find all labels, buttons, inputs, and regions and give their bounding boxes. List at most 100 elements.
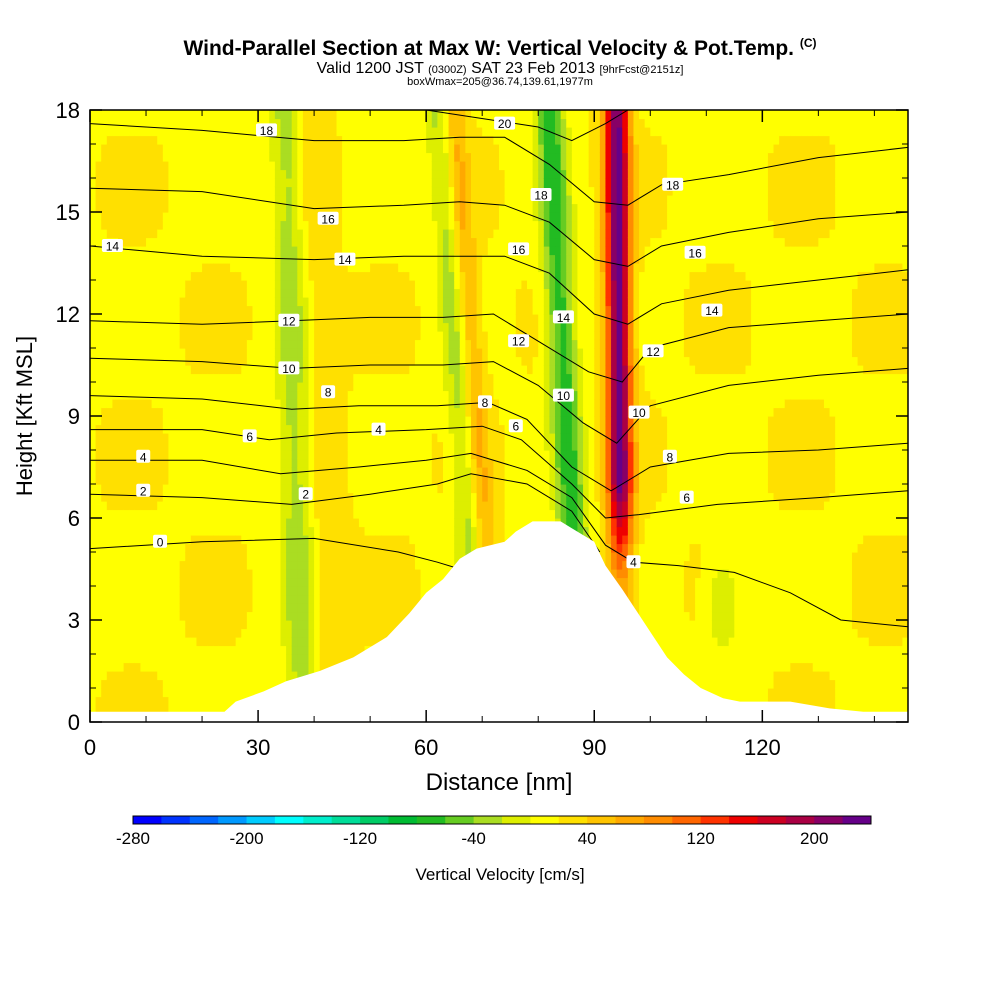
field-cell [196,543,203,553]
field-cell [342,543,349,553]
field-cell [118,110,125,120]
field-cell [185,195,192,205]
field-cell [370,356,377,366]
field-cell [196,441,203,451]
field-cell [297,475,304,485]
field-cell [101,297,108,307]
field-cell [258,441,265,451]
field-cell [202,450,209,460]
field-cell [179,705,186,715]
field-cell [218,662,226,672]
field-cell [269,263,276,273]
field-cell [90,110,97,120]
field-cell [101,212,108,222]
field-cell [420,390,427,400]
field-cell [426,331,433,341]
field-cell [442,229,450,239]
field-cell [398,356,405,366]
field-cell [392,110,399,120]
field-cell [151,433,158,443]
field-cell [420,475,427,485]
field-cell [426,399,433,409]
field-cell [403,399,410,409]
field-cell [353,212,360,222]
field-cell [426,535,433,545]
field-cell [308,501,315,511]
field-cell [106,288,114,298]
field-cell [297,671,304,681]
field-cell [134,186,142,196]
field-cell [280,467,287,477]
field-cell [151,254,158,264]
field-cell [325,229,332,239]
field-cell [196,305,203,315]
field-cell [330,195,338,205]
field-cell [230,203,237,213]
field-cell [235,484,242,494]
field-cell [403,203,410,213]
field-cell [230,637,237,647]
field-cell [347,382,354,392]
field-cell [375,467,382,477]
field-cell [179,433,186,443]
field-cell [162,543,170,553]
field-cell [146,382,153,392]
field-cell [162,569,170,579]
field-cell [358,246,366,256]
field-cell [230,373,237,383]
field-cell [274,339,282,349]
field-cell [364,178,371,188]
field-cell [252,577,259,587]
field-cell [241,645,248,655]
field-cell [347,246,354,256]
field-cell [314,662,321,672]
field-cell [168,662,175,672]
field-cell [325,186,332,196]
field-cell [431,161,438,171]
field-cell [157,212,164,222]
field-cell [291,467,298,477]
field-cell [330,110,338,120]
field-cell [162,288,170,298]
field-cell [364,492,371,502]
field-cell [129,637,136,647]
field-cell [414,484,422,494]
field-cell [454,322,461,332]
field-cell [325,586,332,596]
field-cell [347,348,354,358]
field-cell [202,416,209,426]
field-cell [454,518,461,528]
field-cell [129,560,136,570]
field-cell [448,186,455,196]
field-cell [286,305,293,315]
field-cell [403,543,410,553]
field-cell [364,535,371,545]
field-cell [118,254,125,264]
field-cell [358,645,366,655]
field-cell [101,560,108,570]
field-cell [112,441,119,451]
field-cell [146,152,153,162]
field-cell [403,331,410,341]
field-cell [353,135,360,145]
field-cell [162,246,170,256]
field-cell [258,390,265,400]
field-cell [465,220,472,230]
field-cell [162,424,170,434]
field-cell [101,220,108,230]
field-cell [280,586,287,596]
field-cell [269,679,276,689]
field-cell [386,339,394,349]
field-cell [202,339,209,349]
field-cell [202,246,209,256]
field-cell [90,654,97,664]
field-cell [330,594,338,604]
field-cell [375,569,382,579]
field-cell [465,450,472,460]
field-cell [409,399,416,409]
field-cell [386,382,394,392]
field-cell [213,339,220,349]
field-cell [330,645,338,655]
field-cell [258,263,265,273]
field-cell [409,263,416,273]
